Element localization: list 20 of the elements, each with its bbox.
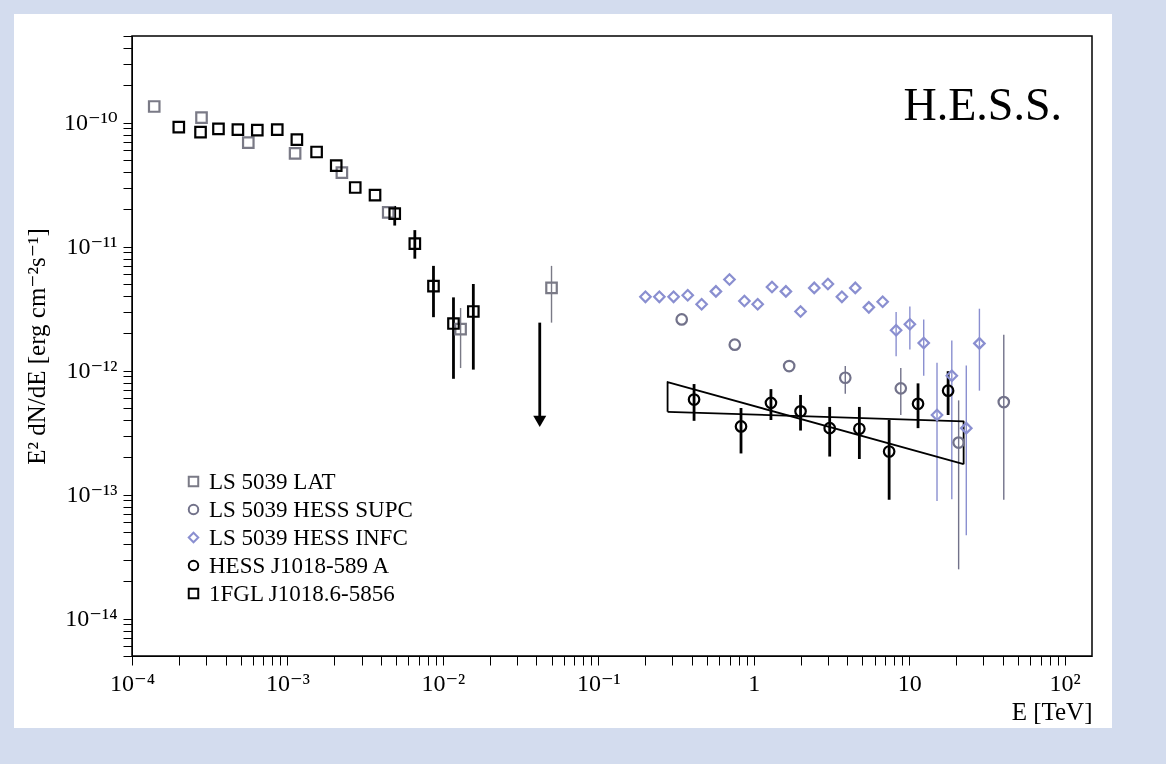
x-tick-label: 10⁻¹: [576, 669, 621, 696]
y-tick-label: 10⁻¹²: [66, 357, 118, 384]
y-tick-label: 10⁻¹⁰: [64, 109, 118, 136]
y-tick-label: 10⁻¹¹: [66, 233, 118, 260]
legend-label: LS 5039 HESS SUPC: [209, 496, 413, 522]
y-tick-label: 10⁻¹³: [66, 481, 118, 508]
x-tick-label: 1: [748, 669, 761, 696]
y-axis-title: E² dN/dE [erg cm⁻²s⁻¹]: [23, 228, 51, 465]
x-tick-label: 10⁻²: [421, 669, 466, 696]
x-tick-label: 10⁻³: [266, 669, 310, 696]
legend-label: 1FGL J1018.6-5856: [209, 580, 395, 606]
annotation: H.E.S.S.: [903, 79, 1062, 130]
x-axis-title: E [TeV]: [1011, 697, 1093, 725]
x-tick-label: 10⁻⁴: [109, 669, 156, 696]
legend-label: LS 5039 HESS INFC: [209, 524, 408, 550]
legend-label: LS 5039 LAT: [209, 468, 336, 494]
x-tick-label: 10: [897, 669, 922, 696]
x-tick-label: 10²: [1049, 669, 1081, 696]
y-tick-label: 10⁻¹⁴: [65, 605, 118, 632]
legend-label: HESS J1018-589 A: [209, 552, 390, 578]
